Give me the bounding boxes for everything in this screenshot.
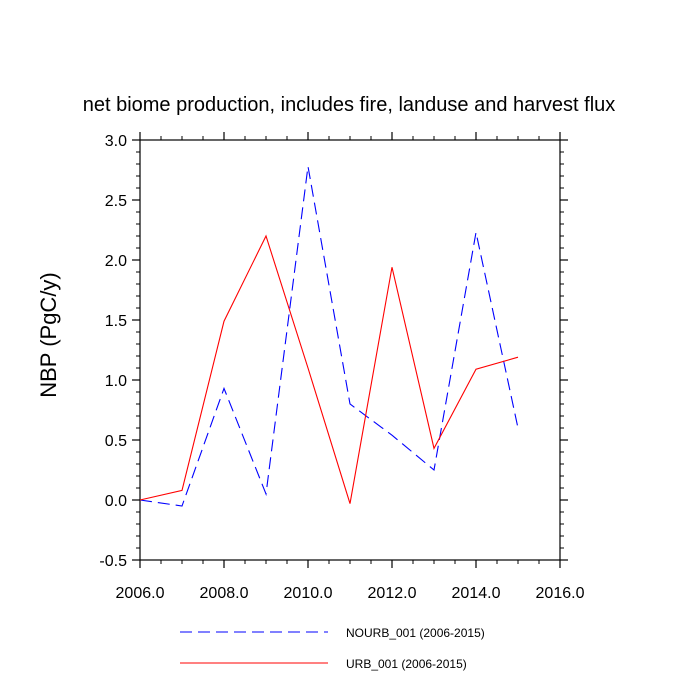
y-tick-label: 2.0 [105,253,127,270]
y-tick-label: 3.0 [105,133,127,150]
chart-title: net biome production, includes fire, lan… [83,94,616,116]
y-tick-label: 1.0 [105,373,127,390]
y-tick-label: 0.5 [105,433,127,450]
y-tick-label: -0.5 [99,553,127,570]
plot-frame [139,139,561,561]
y-axis-label: NBP (PgC/y) [36,272,61,398]
y-tick-labels: -0.5 0.0 0.5 1.0 1.5 2.0 2.5 3.0 [99,133,127,570]
x-tick-label: 2016.0 [536,585,585,602]
series-line-1 [139,234,519,504]
y-tick-label: 0.0 [105,493,127,510]
y-tick-label: 1.5 [105,313,127,330]
y-tick-label: 2.5 [105,193,127,210]
x-tick-label: 2014.0 [452,585,501,602]
legend-label-0: NOURB_001 (2006-2015) [346,626,485,640]
x-tick-labels: 2006.0 2008.0 2010.0 2012.0 2014.0 2016.0 [116,585,585,602]
x-tick-label: 2008.0 [200,585,249,602]
minor-ticks [136,136,564,564]
series-lines [139,166,519,507]
series-line-0 [139,166,519,507]
x-tick-label: 2010.0 [284,585,333,602]
x-tick-label: 2006.0 [116,585,165,602]
legend-label-1: URB_001 (2006-2015) [346,657,467,671]
legend: NOURB_001 (2006-2015) URB_001 (2006-2015) [180,626,485,671]
x-tick-label: 2012.0 [368,585,417,602]
major-ticks [132,132,568,568]
